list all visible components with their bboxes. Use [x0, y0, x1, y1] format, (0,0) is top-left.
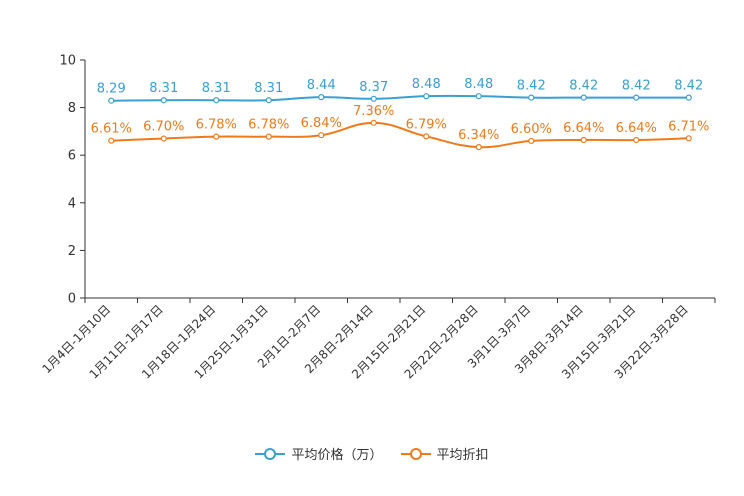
- chart-legend: 平均价格（万） 平均折扣: [0, 444, 744, 463]
- data-label: 6.34%: [458, 128, 499, 143]
- data-label: 6.71%: [668, 119, 709, 134]
- data-point: [370, 95, 377, 102]
- data-point: [423, 93, 430, 100]
- data-point: [318, 132, 325, 139]
- legend-item-avg-discount[interactable]: 平均折扣: [400, 444, 489, 463]
- data-label: 8.44: [307, 78, 336, 93]
- data-label: 6.64%: [563, 121, 604, 136]
- data-point: [580, 94, 587, 101]
- legend-item-avg-price[interactable]: 平均价格（万）: [255, 444, 383, 463]
- data-label: 8.31: [254, 81, 283, 96]
- data-point: [265, 97, 272, 104]
- y-tick-label: 6: [68, 149, 76, 164]
- data-point: [528, 137, 535, 145]
- data-label: 6.79%: [406, 117, 447, 132]
- legend-line-circle-icon: [400, 447, 431, 461]
- series-line-0: [111, 94, 689, 102]
- data-point: [423, 133, 430, 140]
- data-point: [580, 136, 587, 144]
- data-point: [475, 93, 482, 100]
- data-label: 8.29: [97, 82, 126, 97]
- data-point: [475, 144, 482, 151]
- data-label: 7.36%: [353, 104, 394, 119]
- data-label: 8.37: [359, 80, 388, 95]
- data-label: 6.78%: [248, 118, 289, 133]
- data-point: [108, 97, 115, 104]
- legend-label-avg-price: 平均价格（万）: [291, 448, 383, 463]
- data-point: [318, 94, 325, 101]
- data-label: 6.64%: [616, 121, 657, 136]
- data-point: [213, 133, 220, 140]
- data-label: 6.60%: [511, 122, 552, 137]
- data-point: [685, 94, 692, 101]
- line-chart: 02468101月4日-1月10日1月11日-1月17日1月18日-1月24日1…: [39, 54, 716, 382]
- data-label: 6.78%: [196, 118, 237, 133]
- data-point: [528, 94, 535, 101]
- data-label: 8.42: [674, 79, 703, 94]
- legend-label-avg-discount: 平均折扣: [436, 448, 489, 463]
- data-point: [265, 133, 272, 140]
- data-label: 8.31: [149, 81, 178, 96]
- data-point: [213, 97, 220, 104]
- data-point: [160, 97, 167, 104]
- data-label: 8.31: [202, 81, 231, 96]
- data-point: [370, 119, 377, 126]
- data-point: [685, 135, 692, 142]
- data-label: 8.42: [569, 79, 598, 94]
- data-label: 6.84%: [301, 116, 342, 131]
- y-tick-label: 0: [68, 292, 76, 307]
- data-label: 6.61%: [91, 122, 132, 137]
- data-label: 8.42: [517, 79, 546, 94]
- data-label: 8.48: [412, 77, 441, 92]
- y-tick-label: 2: [68, 244, 76, 259]
- y-tick-label: 4: [68, 196, 76, 211]
- data-point: [108, 137, 115, 144]
- data-point: [633, 136, 640, 144]
- data-point: [633, 94, 640, 101]
- data-label: 6.70%: [143, 120, 184, 135]
- data-point: [160, 135, 167, 142]
- data-label: 8.42: [622, 79, 651, 94]
- series-line-1: [111, 121, 689, 149]
- legend-line-circle-icon: [255, 447, 286, 461]
- y-tick-label: 8: [68, 101, 76, 116]
- data-label: 8.48: [464, 77, 493, 92]
- y-tick-label: 10: [59, 54, 76, 69]
